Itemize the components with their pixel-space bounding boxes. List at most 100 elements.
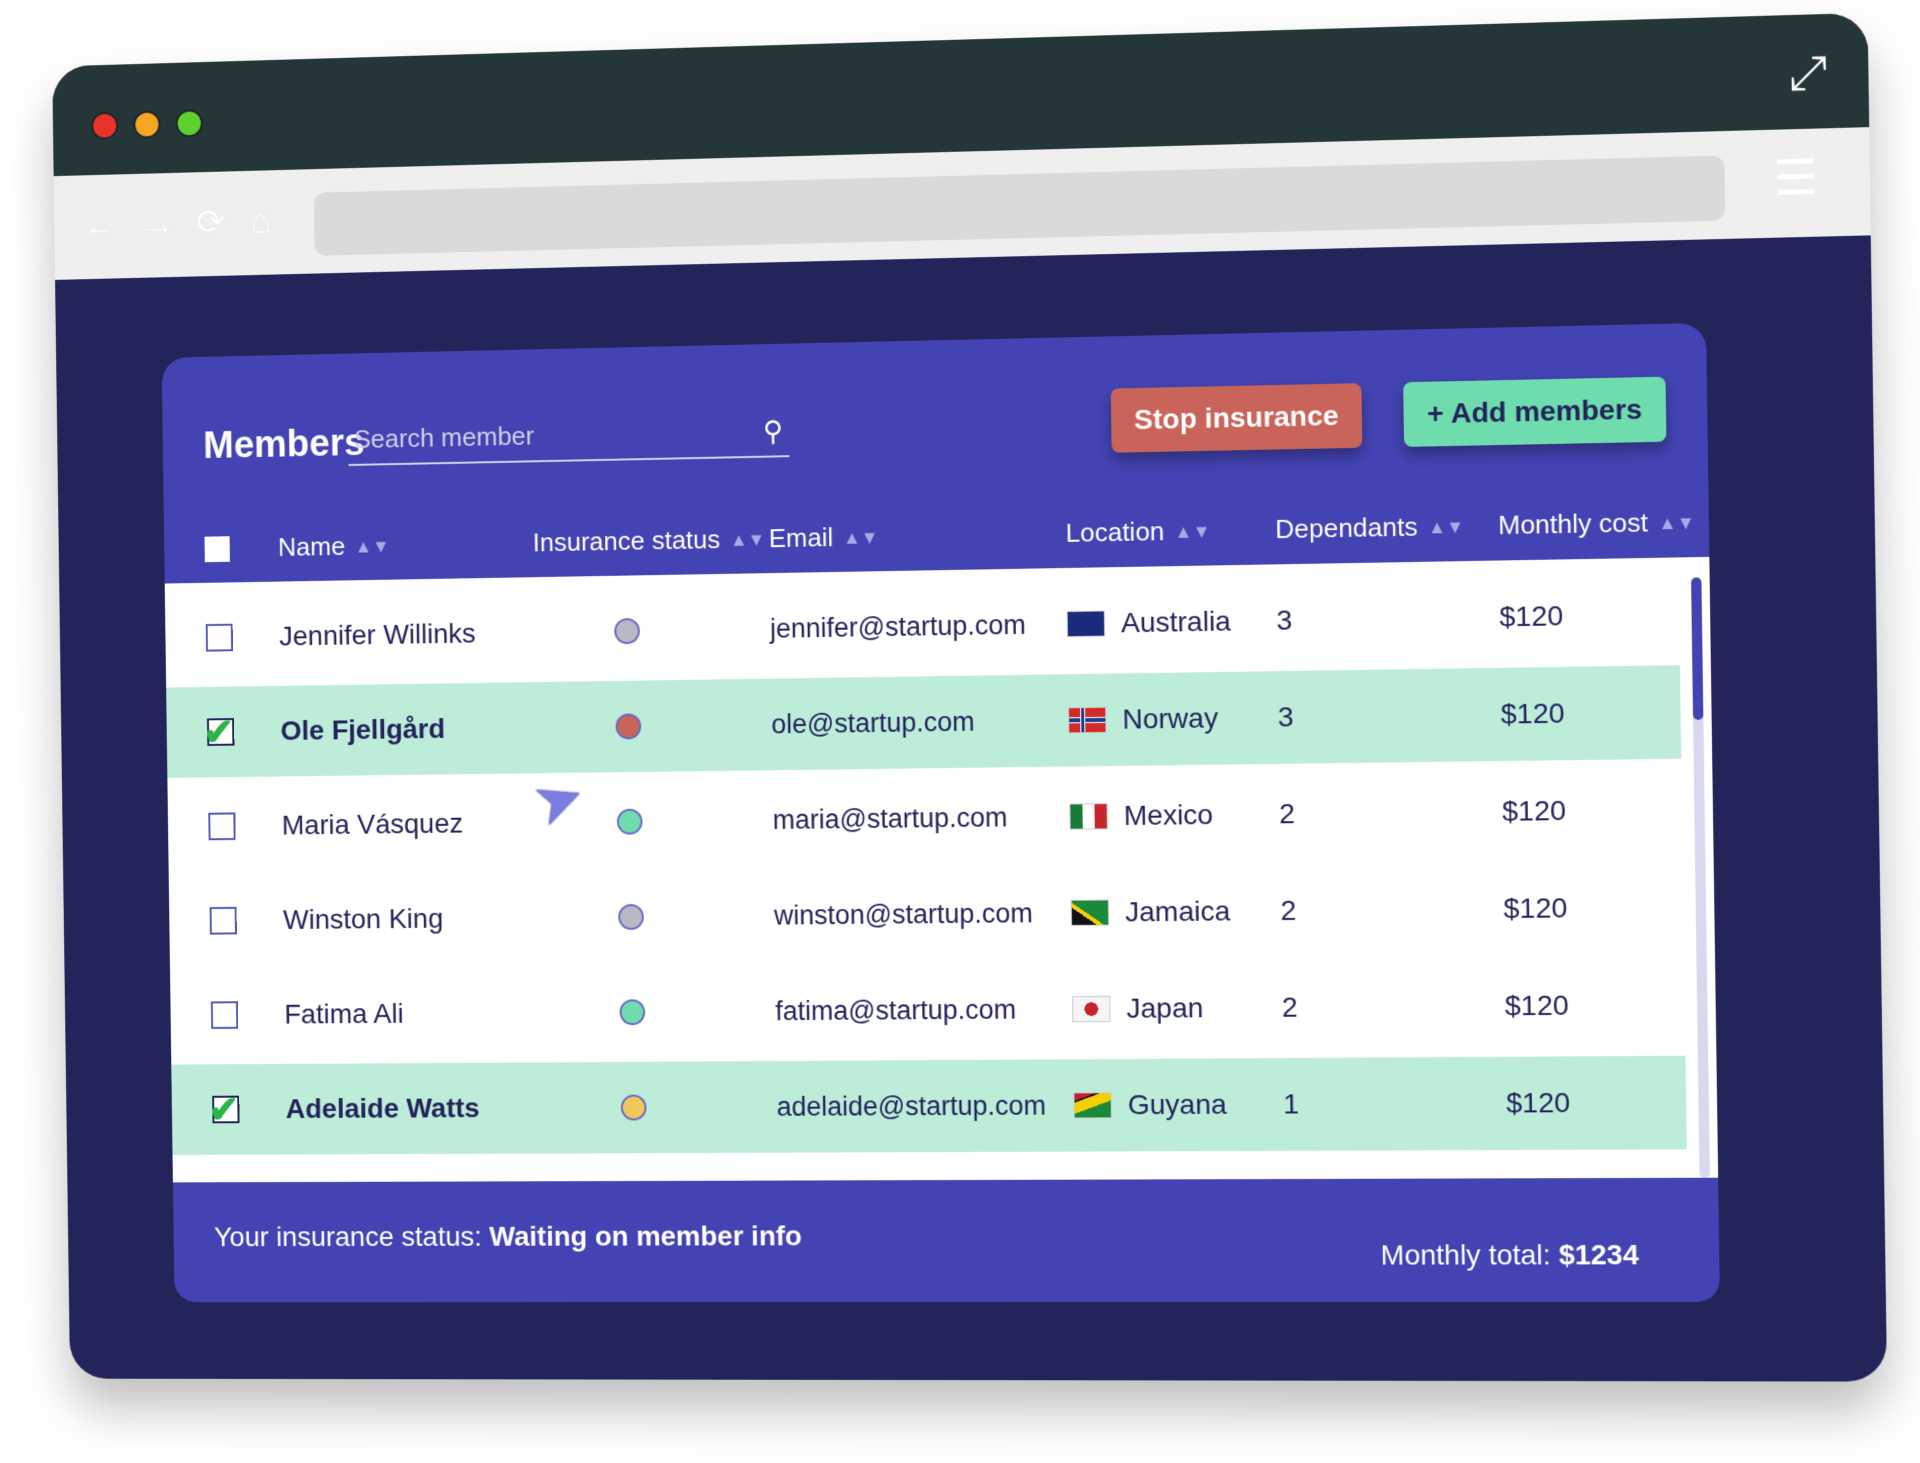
column-label: Insurance status — [532, 524, 721, 558]
member-location: Japan — [1126, 992, 1204, 1024]
flag-icon — [1069, 803, 1108, 830]
column-header-cost[interactable]: Monthly cost ▲▼ — [1498, 506, 1695, 541]
add-members-button[interactable]: + Add members — [1403, 376, 1667, 447]
member-name: Jennifer Willinks — [278, 617, 476, 652]
sort-icon: ▲▼ — [1427, 516, 1465, 537]
sort-icon: ▲▼ — [1174, 520, 1211, 542]
member-cost: $120 — [1506, 1086, 1571, 1119]
sort-icon: ▲▼ — [842, 526, 879, 548]
status-indicator — [620, 1094, 647, 1121]
close-button[interactable] — [91, 111, 119, 140]
menu-icon[interactable]: ☰ — [1772, 150, 1819, 207]
column-header-email[interactable]: Email ▲▼ — [769, 521, 879, 554]
status-indicator — [614, 618, 641, 645]
member-location: Jamaica — [1124, 895, 1231, 928]
member-location: Mexico — [1123, 798, 1214, 832]
flag-icon — [1070, 899, 1110, 926]
stop-insurance-button[interactable]: Stop insurance — [1110, 383, 1363, 453]
table-row[interactable]: Maria Vásquez maria@startup.com Mexico 2… — [167, 763, 1682, 872]
member-name: Ole Fjellgård — [280, 713, 446, 746]
browser-window: ⤢ ← → ⟳ ⌂ ☰ Members ⚲ Stop insurance + A… — [52, 12, 1888, 1382]
column-label: Email — [768, 522, 834, 554]
table-row[interactable]: Fatima Ali fatima@startup.com Japan 2 $1… — [170, 958, 1685, 1061]
member-dependants: 2 — [1281, 991, 1298, 1023]
panel-footer: Your insurance status: Waiting on member… — [172, 1177, 1720, 1303]
column-label: Name — [277, 531, 346, 562]
flag-icon — [1073, 1092, 1112, 1119]
member-location: Norway — [1122, 702, 1219, 735]
panel-header: Members ⚲ Stop insurance + Add members N… — [161, 322, 1710, 584]
member-name: Fatima Ali — [284, 998, 404, 1030]
row-checkbox[interactable] — [210, 1001, 239, 1029]
checkmark-icon: ✔ — [203, 711, 235, 754]
member-name: Winston King — [282, 902, 444, 935]
total-label: Monthly total: — [1380, 1239, 1551, 1271]
column-header-name[interactable]: Name ▲▼ — [278, 530, 390, 563]
sort-icon: ▲▼ — [354, 535, 390, 557]
member-cost: $120 — [1501, 794, 1567, 827]
table-row[interactable]: Winston King winston@startup.com Jamaica… — [169, 860, 1684, 966]
members-table: Jennifer Willinks jennifer@startup.com A… — [164, 556, 1719, 1183]
status-label: Your insurance status: — [213, 1221, 482, 1253]
status-indicator — [615, 713, 642, 740]
maximize-button[interactable] — [175, 109, 203, 138]
sort-icon: ▲▼ — [1658, 511, 1696, 533]
forward-icon[interactable]: → — [140, 202, 176, 244]
row-checkbox[interactable] — [205, 623, 234, 652]
member-dependants: 1 — [1283, 1088, 1300, 1120]
members-panel: Members ⚲ Stop insurance + Add members N… — [161, 322, 1720, 1303]
status-indicator — [619, 999, 646, 1026]
sort-icon: ▲▼ — [729, 528, 766, 550]
search-field[interactable]: ⚲ — [347, 405, 790, 466]
member-dependants: 2 — [1278, 797, 1296, 830]
insurance-status: Your insurance status: Waiting on member… — [214, 1220, 802, 1253]
row-checkbox[interactable] — [208, 812, 236, 841]
member-cost: $120 — [1500, 697, 1565, 730]
column-label: Location — [1065, 516, 1165, 548]
flag-icon — [1072, 995, 1111, 1023]
table-row[interactable]: ✔ Adelaide Watts adelaide@startup.com Gu… — [171, 1055, 1687, 1155]
member-dependants: 3 — [1276, 604, 1293, 636]
status-indicator — [616, 808, 643, 835]
column-label: Dependants — [1274, 511, 1418, 545]
back-icon[interactable]: ← — [82, 203, 118, 245]
status-value: Waiting on member info — [489, 1220, 803, 1252]
member-email: adelaide@startup.com — [776, 1090, 1047, 1122]
member-cost: $120 — [1504, 989, 1569, 1022]
flag-icon — [1068, 706, 1107, 734]
column-label: Monthly cost — [1497, 507, 1649, 541]
member-dependants: 2 — [1280, 894, 1297, 927]
search-input[interactable] — [353, 416, 727, 455]
member-email: winston@startup.com — [773, 897, 1034, 931]
column-header-dependants[interactable]: Dependants ▲▼ — [1275, 511, 1464, 546]
column-header-location[interactable]: Location ▲▼ — [1065, 515, 1210, 549]
column-header-status[interactable]: Insurance status ▲▼ — [533, 523, 766, 558]
home-icon[interactable]: ⌂ — [250, 199, 272, 241]
page-title: Members — [202, 422, 365, 467]
member-location: Guyana — [1127, 1088, 1227, 1121]
status-indicator — [618, 903, 645, 930]
address-bar[interactable] — [313, 155, 1726, 256]
row-checkbox[interactable] — [209, 906, 237, 935]
search-icon[interactable]: ⚲ — [762, 414, 784, 447]
member-dependants: 3 — [1277, 701, 1294, 733]
total-value: $1234 — [1558, 1238, 1640, 1271]
member-cost: $120 — [1499, 599, 1564, 633]
monthly-total: Monthly total: $1234 — [1380, 1239, 1639, 1272]
member-email: ole@startup.com — [771, 706, 975, 739]
member-email: fatima@startup.com — [775, 994, 1017, 1026]
scrollbar-thumb[interactable] — [1691, 577, 1704, 720]
minimize-button[interactable] — [133, 110, 161, 139]
member-location: Australia — [1120, 605, 1232, 639]
table-row[interactable]: Jennifer Willinks jennifer@startup.com A… — [165, 568, 1680, 684]
member-email: maria@startup.com — [772, 801, 1008, 835]
table-row[interactable]: ✔ Ole Fjellgård ole@startup.com Norway 3… — [166, 665, 1682, 778]
reload-icon[interactable]: ⟳ — [196, 201, 226, 243]
expand-icon[interactable]: ⤢ — [1788, 45, 1828, 100]
select-all-checkbox[interactable] — [204, 536, 230, 563]
flag-icon — [1066, 610, 1106, 638]
member-email: jennifer@startup.com — [769, 609, 1026, 644]
member-name: Adelaide Watts — [285, 1092, 480, 1124]
checkmark-icon: ✔ — [208, 1089, 240, 1131]
member-cost: $120 — [1503, 892, 1568, 925]
